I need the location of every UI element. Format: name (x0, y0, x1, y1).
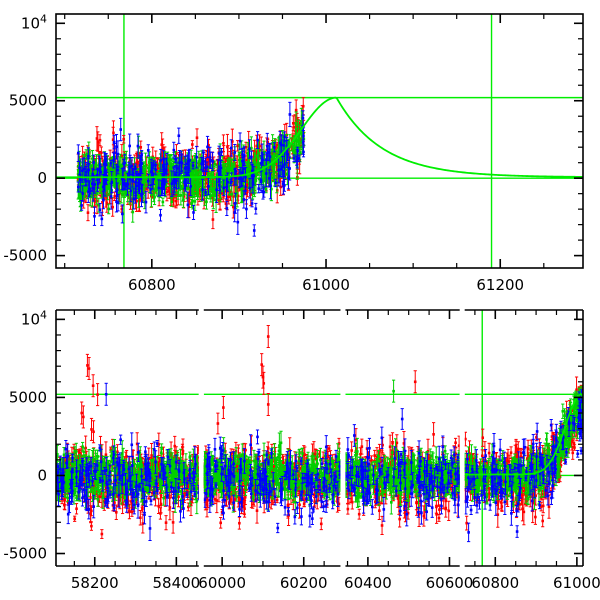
x-tick-label: 60000 (198, 574, 246, 592)
y-tick-label: 5000 (9, 388, 47, 406)
top-panel-plot: 60800 61000 61200 -5000 0 5000 104 (3, 12, 584, 294)
x-tick-label: 58200 (71, 574, 119, 592)
y-tick-label: 104 (21, 12, 47, 32)
bottom-panel: 58200 58400 60000 60200 60400 60600 60800 61000… (0, 300, 600, 600)
y-tick-label: 104 (21, 308, 47, 328)
axis-frame (55, 309, 199, 567)
outlier-points (221, 325, 270, 420)
series-blue (203, 429, 341, 534)
x-tick-label: 58400 (152, 574, 200, 592)
axis-ticks (73, 310, 198, 566)
x-tick-labels: 60400 60600 (344, 574, 473, 592)
model-curve (464, 393, 583, 476)
axis-frame (55, 13, 584, 269)
y-tick-label: 5000 (9, 92, 47, 110)
outlier-points (80, 353, 108, 444)
x-tick-labels: 58200 58400 (71, 574, 200, 592)
data-points (56, 432, 199, 542)
reference-lines (56, 14, 583, 268)
axis-ticks (474, 310, 578, 566)
axis-ticks (221, 310, 325, 566)
data-points (76, 97, 306, 237)
data-points (345, 408, 460, 535)
y-tick-label: -5000 (3, 545, 47, 563)
x-tick-labels: 60800 61000 (471, 574, 600, 592)
x-tick-label: 60800 (128, 276, 176, 294)
x-tick-label: 60200 (280, 574, 328, 592)
axis-frame (464, 309, 584, 567)
y-tick-label: 0 (37, 466, 47, 484)
outlier-points (391, 370, 417, 403)
axis-frame (203, 309, 341, 567)
data-points (203, 412, 341, 534)
x-tick-labels: 60000 60200 (198, 574, 327, 592)
x-tick-label: 61200 (476, 276, 524, 294)
x-tick-label: 61000 (302, 276, 350, 294)
y-axis-ticks (56, 318, 583, 555)
x-tick-label: 60400 (344, 574, 392, 592)
data-points (464, 376, 583, 543)
axis-ticks (346, 310, 451, 566)
y-tick-labels: -5000 0 5000 104 (3, 308, 47, 562)
series-blue (345, 408, 460, 527)
y-tick-labels: -5000 0 5000 104 (3, 12, 47, 264)
axis-frame (345, 309, 460, 567)
model-curve (56, 96, 583, 179)
y-tick-label: -5000 (3, 247, 47, 265)
x-tick-label: 60600 (426, 574, 474, 592)
axis-ticks (56, 14, 583, 268)
x-tick-label: 61000 (553, 574, 600, 592)
x-tick-label: 60800 (471, 574, 519, 592)
x-tick-labels: 60800 61000 61200 (128, 276, 524, 294)
y-tick-label: 0 (37, 169, 47, 187)
top-panel: 60800 61000 61200 -5000 0 5000 104 (3, 12, 584, 294)
